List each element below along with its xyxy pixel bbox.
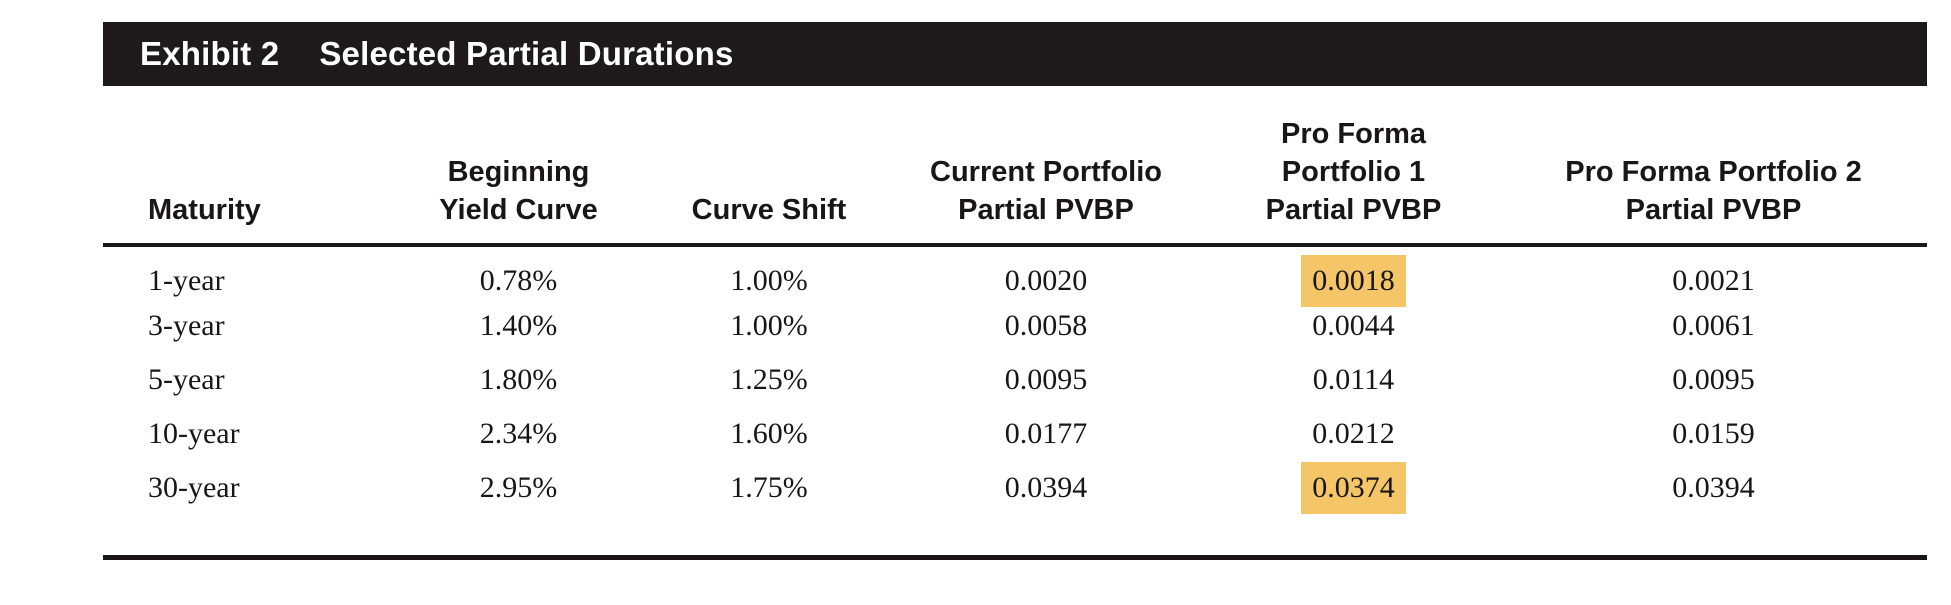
value-cell: 1.80% bbox=[384, 353, 653, 407]
column-header-beginning-yield-curve: Beginning Yield Curve bbox=[384, 86, 653, 247]
column-header-maturity: Maturity bbox=[103, 86, 384, 247]
value-cell: 0.0394 bbox=[885, 461, 1207, 515]
beginning-yield-value: 1.80% bbox=[479, 363, 558, 396]
table-row: 10-year 2.34% 1.60% 0.0177 0.0212 0.0159 bbox=[103, 407, 1927, 461]
beginning-yield-value: 2.95% bbox=[479, 471, 558, 504]
maturity-value: 10-year bbox=[148, 417, 240, 450]
exhibit-title: Selected Partial Durations bbox=[319, 35, 734, 72]
value-cell: 0.0177 bbox=[885, 407, 1207, 461]
highlighted-value-cell: 0.0374 bbox=[1301, 462, 1406, 514]
proforma2-pvbp-value: 0.0159 bbox=[1672, 417, 1755, 450]
table-row: 30-year 2.95% 1.75% 0.0394 0.0374 0.0394 bbox=[103, 461, 1927, 515]
beginning-yield-value: 1.40% bbox=[479, 309, 558, 342]
proforma2-pvbp-value: 0.0394 bbox=[1672, 471, 1755, 504]
column-header-line: Partial PVBP bbox=[1265, 194, 1442, 226]
column-header-line: Beginning bbox=[447, 156, 590, 188]
value-cell: 0.0021 bbox=[1500, 245, 1927, 299]
table-row: 3-year 1.40% 1.00% 0.0058 0.0044 0.0061 bbox=[103, 299, 1927, 353]
column-header-line: Portfolio 1 bbox=[1281, 156, 1426, 188]
maturity-value: 1-year bbox=[148, 263, 225, 297]
column-header-current-portfolio-pvbp: Current Portfolio Partial PVBP bbox=[885, 86, 1207, 247]
beginning-yield-value: 0.78% bbox=[479, 263, 558, 297]
proforma2-pvbp-value: 0.0061 bbox=[1672, 309, 1755, 342]
beginning-yield-value: 2.34% bbox=[479, 417, 558, 450]
value-cell: 0.0058 bbox=[885, 299, 1207, 353]
maturity-value: 5-year bbox=[148, 363, 225, 396]
value-cell: 0.0374 bbox=[1207, 461, 1500, 515]
maturity-cell: 30-year bbox=[103, 461, 384, 515]
value-cell: 0.0095 bbox=[1500, 353, 1927, 407]
value-cell: 1.40% bbox=[384, 299, 653, 353]
bottom-rule bbox=[103, 515, 1927, 560]
proforma1-pvbp-value: 0.0212 bbox=[1312, 417, 1395, 450]
value-cell: 0.0114 bbox=[1207, 353, 1500, 407]
value-cell: 2.34% bbox=[384, 407, 653, 461]
column-header-line: Partial PVBP bbox=[1625, 194, 1802, 226]
maturity-cell: 1-year bbox=[103, 245, 384, 299]
maturity-value: 3-year bbox=[148, 309, 225, 342]
maturity-value: 30-year bbox=[148, 471, 240, 504]
value-cell: 0.0394 bbox=[1500, 461, 1927, 515]
value-cell: 0.0018 bbox=[1207, 245, 1500, 307]
column-header-line: Pro Forma Portfolio 2 bbox=[1565, 156, 1862, 188]
column-header-line: Maturity bbox=[148, 194, 261, 226]
column-header-line: Pro Forma bbox=[1280, 118, 1427, 150]
proforma2-pvbp-value: 0.0021 bbox=[1672, 263, 1755, 297]
value-cell: 0.0020 bbox=[885, 245, 1207, 299]
proforma2-pvbp-value: 0.0095 bbox=[1672, 363, 1755, 396]
current-pvbp-value: 0.0020 bbox=[1004, 263, 1088, 297]
value-cell: 0.0212 bbox=[1207, 407, 1500, 461]
current-pvbp-value: 0.0394 bbox=[1004, 471, 1088, 504]
highlighted-value-cell: 0.0018 bbox=[1301, 254, 1406, 307]
exhibit-label: Exhibit 2 bbox=[140, 35, 280, 72]
value-cell: 2.95% bbox=[384, 461, 653, 515]
proforma1-pvbp-value: 0.0044 bbox=[1312, 309, 1395, 342]
table-row: 5-year 1.80% 1.25% 0.0095 0.0114 0.0095 bbox=[103, 353, 1927, 407]
column-header-line: Partial PVBP bbox=[958, 194, 1134, 226]
column-header-curve-shift: Curve Shift bbox=[653, 86, 885, 247]
header-row: Maturity Beginning Yield Curve Curve Shi… bbox=[103, 86, 1927, 247]
exhibit-title-bar: Exhibit 2 Selected Partial Durations bbox=[103, 22, 1927, 86]
curve-shift-value: 1.00% bbox=[730, 309, 808, 342]
partial-durations-table: Maturity Beginning Yield Curve Curve Shi… bbox=[103, 86, 1927, 560]
column-header-line: Curve Shift bbox=[691, 194, 847, 226]
value-cell: 0.0095 bbox=[885, 353, 1207, 407]
current-pvbp-value: 0.0058 bbox=[1004, 309, 1088, 342]
value-cell: 0.0061 bbox=[1500, 299, 1927, 353]
table-row: 1-year 0.78% 1.00% 0.0020 0.0018 0.0021 bbox=[103, 245, 1927, 307]
curve-shift-value: 1.00% bbox=[730, 263, 808, 297]
maturity-cell: 3-year bbox=[103, 299, 384, 353]
column-header-line: Current Portfolio bbox=[930, 156, 1162, 188]
current-pvbp-value: 0.0095 bbox=[1004, 363, 1088, 396]
bottom-rule-row bbox=[103, 515, 1927, 560]
maturity-cell: 5-year bbox=[103, 353, 384, 407]
curve-shift-value: 1.60% bbox=[730, 417, 808, 450]
value-cell: 0.0044 bbox=[1207, 299, 1500, 353]
column-header-proforma-portfolio-2-pvbp: Pro Forma Portfolio 2 Partial PVBP bbox=[1500, 86, 1927, 247]
column-header-line: Yield Curve bbox=[439, 194, 598, 226]
value-cell: 1.60% bbox=[653, 407, 885, 461]
value-cell: 1.75% bbox=[653, 461, 885, 515]
value-cell: 0.0159 bbox=[1500, 407, 1927, 461]
value-cell: 1.00% bbox=[653, 245, 885, 299]
column-header-proforma-portfolio-1-pvbp: Pro Forma Portfolio 1 Partial PVBP bbox=[1207, 86, 1500, 247]
maturity-cell: 10-year bbox=[103, 407, 384, 461]
proforma1-pvbp-value: 0.0114 bbox=[1312, 363, 1395, 396]
current-pvbp-value: 0.0177 bbox=[1004, 417, 1088, 450]
value-cell: 1.25% bbox=[653, 353, 885, 407]
curve-shift-value: 1.75% bbox=[730, 471, 808, 504]
curve-shift-value: 1.25% bbox=[730, 363, 808, 396]
value-cell: 1.00% bbox=[653, 299, 885, 353]
value-cell: 0.78% bbox=[384, 245, 653, 299]
